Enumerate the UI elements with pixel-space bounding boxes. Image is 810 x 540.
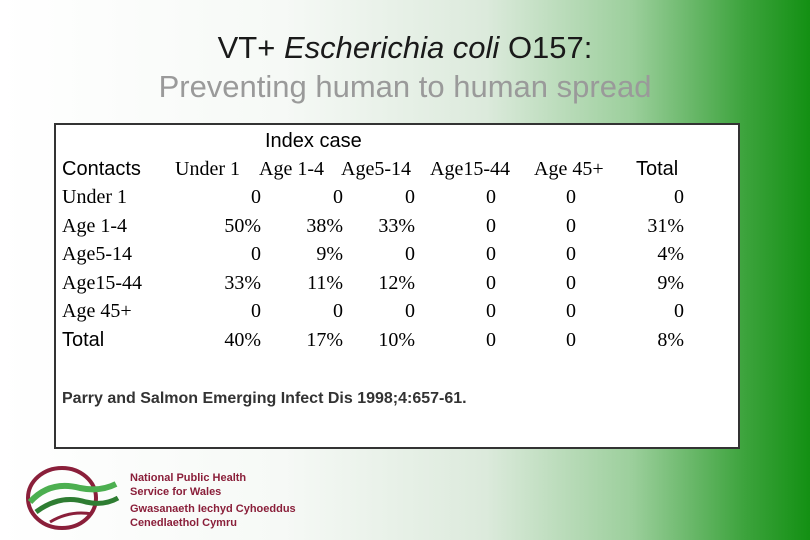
- table-cell: 0: [251, 186, 261, 208]
- title-organism: Escherichia coli: [283, 30, 500, 65]
- table-cell: 0: [566, 328, 576, 351]
- table-cell: 33%: [224, 271, 261, 294]
- table-cell: 33%: [378, 214, 415, 237]
- table-cell: 10%: [378, 328, 415, 351]
- table-cell: 9%: [657, 271, 684, 294]
- title-suffix: O157:: [499, 30, 593, 65]
- logo-line-1: National Public Health: [130, 472, 247, 484]
- table-cell: 0: [405, 243, 415, 265]
- table-cell: 4%: [657, 243, 684, 265]
- table-cell: 0: [674, 186, 684, 208]
- col-header: Age15-44: [430, 158, 510, 180]
- table-cell: 9%: [316, 243, 343, 265]
- col-header: Age5-14: [341, 158, 411, 180]
- table-cell: 0: [566, 186, 576, 208]
- col-header-contacts: Contacts: [62, 158, 141, 180]
- slide-subtitle: Preventing human to human spread: [158, 69, 652, 104]
- table-cell: 0: [566, 243, 576, 265]
- col-header: Total: [636, 158, 679, 180]
- table-cell: 0: [486, 186, 496, 208]
- row-label: Age15-44: [62, 271, 142, 294]
- table-box: Index case Contacts Under 1 Age 1-4 Age5-14 A…: [54, 123, 740, 449]
- table-cell: 0: [486, 300, 496, 322]
- table-cell: 38%: [306, 214, 343, 237]
- slide-title: VT+ Escherichia coli O157:: [0, 29, 810, 66]
- table-cell: 31%: [647, 214, 684, 237]
- table-cell: 0: [566, 214, 576, 237]
- table-cell: 40%: [224, 328, 261, 351]
- table-cell: 0: [486, 271, 496, 294]
- index-case-header: Index case: [265, 130, 362, 152]
- table-cell: 0: [486, 214, 496, 237]
- col-header: Age 1-4: [259, 158, 324, 180]
- col-header: Age 45+: [534, 158, 604, 180]
- table-cell: 0: [333, 300, 343, 322]
- row-label: Age 1-4: [62, 214, 127, 237]
- logo-line-4: Cenedlaethol Cymru: [130, 517, 237, 529]
- table-cell: 0: [486, 328, 496, 351]
- table-cell: 0: [405, 186, 415, 208]
- title-prefix: VT+: [217, 30, 284, 65]
- row-label: Under 1: [62, 186, 127, 208]
- table-cell: 0: [486, 243, 496, 265]
- table-cell: 11%: [307, 271, 343, 294]
- table-cell: 0: [405, 300, 415, 322]
- table-cell: 12%: [378, 271, 415, 294]
- citation: Parry and Salmon Emerging Infect Dis 199…: [62, 390, 467, 407]
- table-cell: 17%: [306, 328, 343, 351]
- nphs-logo-icon: [26, 466, 120, 530]
- table-cell: 0: [251, 300, 261, 322]
- table-cell: 0: [333, 186, 343, 208]
- logo-line-3: Gwasanaeth Iechyd Cyhoeddus: [130, 503, 296, 515]
- row-label: Age5-14: [62, 243, 132, 265]
- table-cell: 0: [674, 300, 684, 322]
- table-cell: 50%: [224, 214, 261, 237]
- table-cell: 0: [566, 271, 576, 294]
- row-label: Total: [62, 328, 105, 351]
- logo-line-2: Service for Wales: [130, 486, 222, 498]
- table-cell: 8%: [657, 328, 684, 351]
- table-cell: 0: [251, 243, 261, 265]
- col-header: Under 1: [175, 158, 240, 180]
- table-cell: 0: [566, 300, 576, 322]
- row-label: Age 45+: [62, 300, 132, 322]
